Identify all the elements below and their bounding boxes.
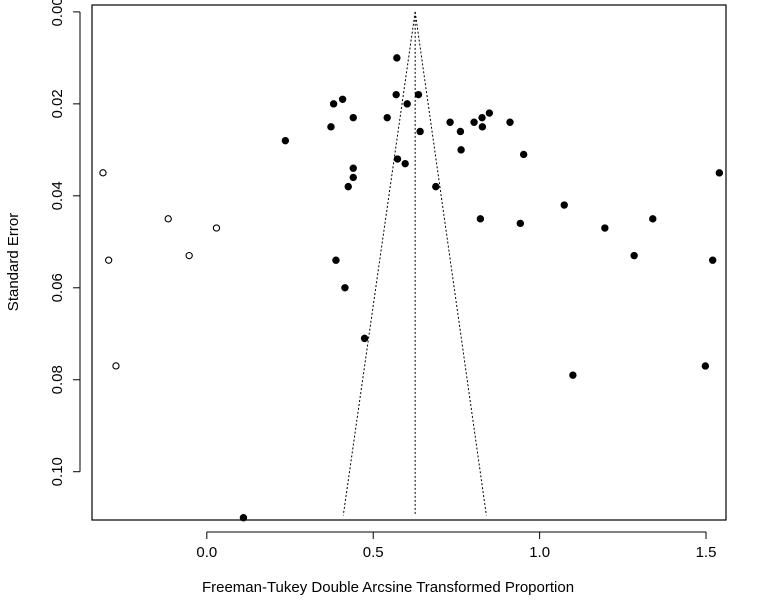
imputed-point — [112, 362, 120, 370]
study-point — [560, 201, 568, 209]
study-point — [239, 514, 248, 522]
study-point — [349, 164, 357, 172]
study-point — [329, 100, 338, 108]
study-point — [360, 334, 369, 343]
study-point — [478, 123, 487, 131]
study-point — [649, 215, 657, 223]
study-point — [349, 113, 357, 122]
study-point — [476, 215, 485, 223]
study-point — [446, 118, 454, 126]
study-point — [327, 123, 335, 131]
study-point — [601, 224, 609, 232]
x-tick-label: 1.0 — [529, 544, 550, 561]
study-point — [281, 136, 290, 145]
study-point — [701, 362, 710, 370]
imputed-point — [212, 224, 221, 232]
study-point — [470, 118, 478, 126]
y-tick-label: 0.02 — [49, 89, 66, 118]
y-tick-label: 0.08 — [49, 365, 66, 394]
study-point — [383, 113, 391, 122]
study-point — [569, 371, 577, 379]
study-point — [392, 90, 400, 99]
study-point — [414, 90, 423, 99]
y-tick-label: 0.10 — [49, 457, 66, 486]
study-point — [344, 182, 352, 191]
study-point — [715, 169, 724, 177]
study-point — [456, 127, 465, 136]
study-point — [506, 118, 514, 126]
study-point — [401, 159, 409, 168]
y-tick-label: 0.04 — [49, 181, 66, 210]
study-point — [341, 284, 349, 292]
study-point — [349, 173, 357, 182]
x-axis: 0.0 0.5 1.0 1.5 — [196, 531, 717, 561]
x-axis-label: Freeman-Tukey Double Arcsine Transformed… — [202, 579, 574, 596]
funnel-lines — [342, 11, 487, 516]
study-point — [403, 100, 411, 108]
x-tick-label: 1.5 — [696, 544, 717, 561]
funnel-left-line — [342, 11, 416, 516]
y-tick-label: 0.06 — [49, 273, 66, 302]
study-points — [99, 54, 724, 522]
study-point — [478, 113, 486, 122]
study-point — [519, 150, 528, 159]
y-axis-label: Standard Error — [5, 213, 22, 311]
study-point — [457, 146, 465, 154]
study-point — [485, 109, 494, 117]
imputed-point — [104, 256, 113, 264]
plot-frame — [91, 4, 727, 521]
x-tick-label: 0.0 — [196, 544, 217, 561]
y-axis: 0.00 0.02 0.04 0.06 0.08 0.10 — [49, 0, 81, 486]
study-point — [338, 95, 347, 103]
y-tick-label: 0.00 — [49, 0, 66, 26]
study-point — [630, 251, 638, 260]
study-point — [416, 127, 424, 136]
study-point — [393, 54, 401, 62]
study-point — [516, 219, 525, 228]
study-point — [332, 256, 340, 264]
funnel-right-line — [414, 11, 487, 516]
imputed-point — [185, 251, 193, 260]
imputed-point — [99, 169, 107, 177]
x-tick-label: 0.5 — [363, 544, 384, 561]
study-point — [393, 155, 402, 163]
study-point — [708, 256, 717, 264]
imputed-point — [164, 215, 172, 223]
study-point — [432, 182, 440, 191]
